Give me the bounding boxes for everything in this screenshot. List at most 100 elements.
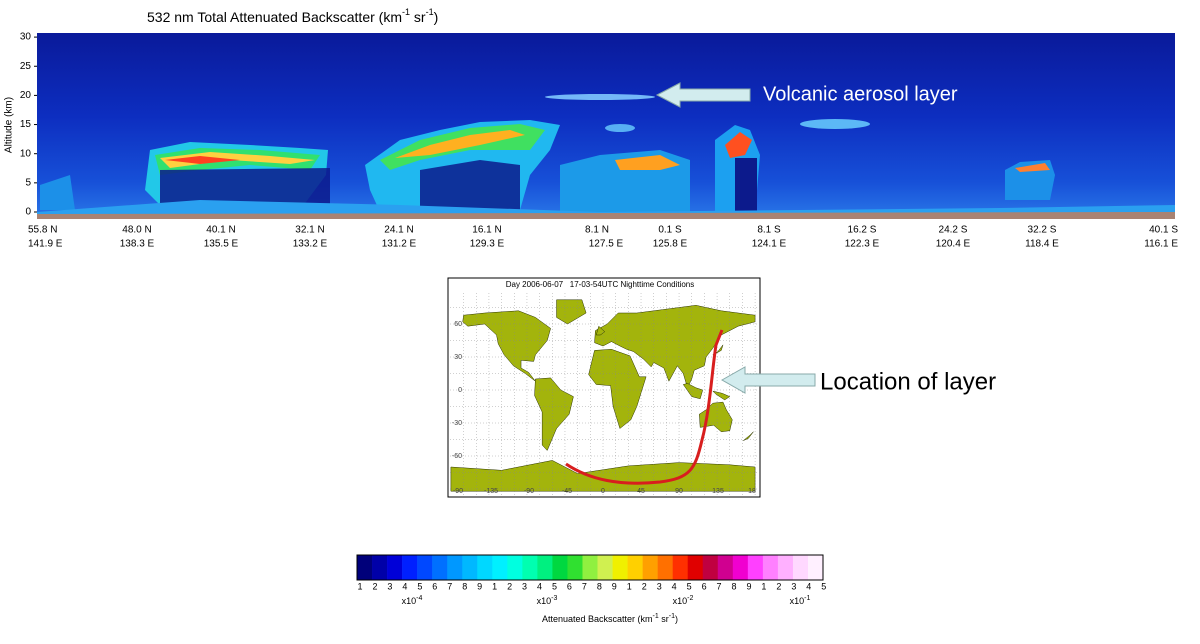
exponent-power: -2 bbox=[687, 595, 693, 602]
landmass bbox=[594, 305, 756, 389]
colorbar-exponent: x10-2 bbox=[673, 595, 694, 607]
x-tick-lat: 40.1 S bbox=[1149, 225, 1178, 236]
colorbar-exponent: x10-1 bbox=[790, 595, 811, 607]
y-tick-label: 15 bbox=[20, 119, 32, 130]
x-tick-lon: 129.3 E bbox=[470, 239, 505, 250]
map-lat-label: 60 bbox=[454, 321, 462, 328]
colorbar-swatch bbox=[402, 555, 418, 580]
x-tick-lat: 32.2 S bbox=[1028, 225, 1057, 236]
colorbar-tick-label: 9 bbox=[612, 581, 617, 591]
colorbar-swatch bbox=[507, 555, 523, 580]
colorbar-tick-label: 3 bbox=[387, 581, 392, 591]
colorbar-exponent: x10-4 bbox=[402, 595, 423, 607]
colorbar-tick-label: 4 bbox=[806, 581, 811, 591]
colorbar-swatch bbox=[372, 555, 388, 580]
colorbar-tick-label: 3 bbox=[522, 581, 527, 591]
colorbar-swatch bbox=[627, 555, 643, 580]
colorbar-tick-label: 7 bbox=[447, 581, 452, 591]
landmass bbox=[595, 325, 606, 336]
y-axis-label: Altitude (km) bbox=[4, 97, 15, 153]
colorbar-swatch bbox=[492, 555, 508, 580]
exponent-power: -3 bbox=[551, 595, 557, 602]
colorbar-swatch bbox=[792, 555, 809, 580]
x-tick-lat: 8.1 S bbox=[757, 225, 781, 236]
x-tick-lat: 16.1 N bbox=[472, 225, 501, 236]
landmass bbox=[743, 431, 754, 441]
colorbar-tick-label: 6 bbox=[702, 581, 707, 591]
x-tick-lon: 133.2 E bbox=[293, 239, 328, 250]
colorbar-swatch bbox=[537, 555, 553, 580]
colorbar-swatch bbox=[687, 555, 704, 580]
colorbar-tick-label: 8 bbox=[597, 581, 602, 591]
satellite-track bbox=[565, 329, 724, 485]
x-tick-lon: 135.5 E bbox=[204, 239, 239, 250]
colorbar-swatch bbox=[612, 555, 628, 580]
y-tick-label: 0 bbox=[25, 207, 31, 218]
x-tick-lat: 48.0 N bbox=[122, 225, 151, 236]
colorbar-swatch bbox=[387, 555, 403, 580]
x-tick-lat: 16.2 S bbox=[848, 225, 877, 236]
colorbar-tick-label: 7 bbox=[582, 581, 587, 591]
colorbar-swatch bbox=[567, 555, 583, 580]
annotation: Location of layer bbox=[820, 368, 996, 395]
colorbar-tick-label: 6 bbox=[567, 581, 572, 591]
y-tick-label: 30 bbox=[20, 32, 32, 43]
x-tick-lat: 24.1 N bbox=[384, 225, 413, 236]
colorbar-swatch bbox=[477, 555, 493, 580]
plot-title: 532 nm Total Attenuated Backscatter (km-… bbox=[147, 7, 438, 24]
x-tick-lon: 118.4 E bbox=[1025, 239, 1059, 250]
x-tick-lon: 131.2 E bbox=[382, 239, 417, 250]
world-map bbox=[450, 293, 758, 495]
colorbar-tick-label: 8 bbox=[731, 581, 736, 591]
x-tick-lat: 24.2 S bbox=[939, 225, 968, 236]
x-tick-lat: 8.1 N bbox=[585, 225, 609, 236]
x-tick-lon: 125.8 E bbox=[653, 239, 688, 250]
colorbar-swatch bbox=[642, 555, 658, 580]
y-tick-label: 20 bbox=[20, 90, 32, 101]
x-tick-lon: 116.1 E bbox=[1144, 239, 1178, 250]
arrow bbox=[720, 366, 816, 394]
colorbar-tick-label: 9 bbox=[746, 581, 751, 591]
landmass bbox=[712, 390, 731, 401]
annotation: Volcanic aerosol layer bbox=[763, 83, 958, 105]
colorbar-tick-label: 5 bbox=[552, 581, 557, 591]
map-lat-label: 30 bbox=[454, 354, 462, 361]
map-lat-label: 0 bbox=[458, 387, 462, 394]
x-tick-lon: 138.3 E bbox=[120, 239, 155, 250]
arrow bbox=[655, 82, 751, 108]
exponent-power: -4 bbox=[416, 595, 422, 602]
colorbar-swatch bbox=[657, 555, 673, 580]
colorbar-tick-label: 3 bbox=[657, 581, 662, 591]
colorbar-tick-label: 1 bbox=[492, 581, 497, 591]
colorbar-swatch bbox=[447, 555, 463, 580]
map-lon-label: 18 bbox=[748, 488, 756, 495]
colorbar-swatch bbox=[762, 555, 779, 580]
y-tick-label: 5 bbox=[25, 177, 31, 188]
colorbar-tick-label: 5 bbox=[821, 581, 826, 591]
colorbar-tick-label: 5 bbox=[687, 581, 692, 591]
colorbar-swatch bbox=[747, 555, 764, 580]
colorbar-swatch bbox=[702, 555, 719, 580]
map-lon-label: 90 bbox=[675, 488, 683, 495]
colorbar-swatch bbox=[417, 555, 433, 580]
x-tick-lon: 127.5 E bbox=[589, 239, 624, 250]
exponent-base: x10 bbox=[402, 596, 417, 606]
map-lon-label: 45 bbox=[637, 488, 645, 495]
exponent-base: x10 bbox=[790, 596, 805, 606]
colorbar-swatch bbox=[732, 555, 749, 580]
x-tick-lat: 40.1 N bbox=[206, 225, 235, 236]
colorbar-label: Attenuated Backscatter (km-1 sr-1) bbox=[542, 613, 678, 625]
colorbar-tick-label: 9 bbox=[477, 581, 482, 591]
colorbar-swatch bbox=[717, 555, 734, 580]
colorbar-swatch bbox=[522, 555, 538, 580]
colorbar-exponent: x10-3 bbox=[537, 595, 558, 607]
colorbar-tick-label: 2 bbox=[372, 581, 377, 591]
colorbar-tick-label: 8 bbox=[462, 581, 467, 591]
backscatter-image bbox=[37, 33, 1175, 219]
colorbar-tick-label: 6 bbox=[432, 581, 437, 591]
colorbar-swatch bbox=[672, 555, 689, 580]
colorbar-tick-label: 1 bbox=[761, 581, 766, 591]
x-tick-lat: 0.1 S bbox=[658, 225, 682, 236]
colorbar-swatch bbox=[357, 555, 373, 580]
map-title: Day 2006-06-07 17-03-54UTC Nighttime Con… bbox=[506, 280, 695, 289]
